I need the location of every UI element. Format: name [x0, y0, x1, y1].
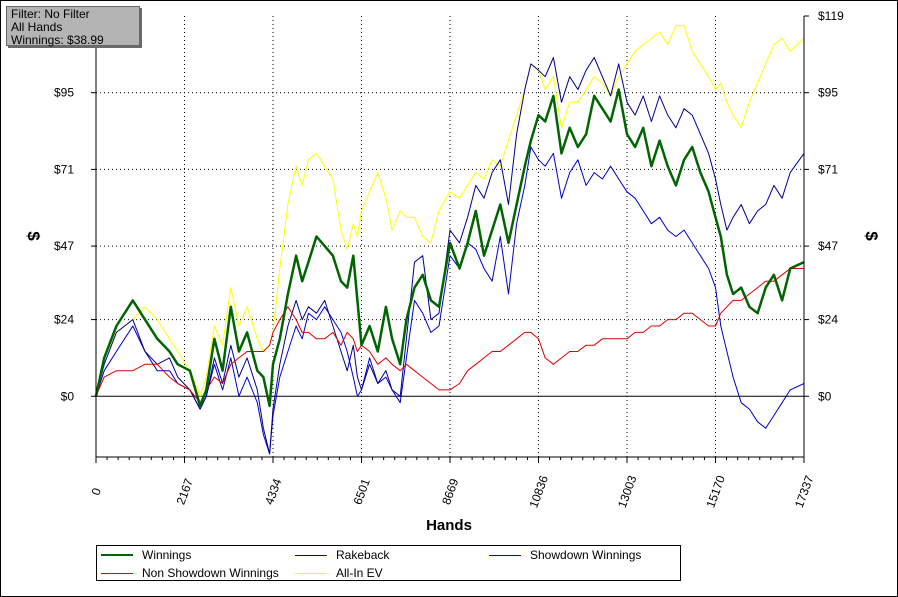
legend-swatch-winnings	[101, 554, 133, 556]
legend-item-rakeback: Rakeback	[295, 547, 389, 563]
y-tick-label-left: $95	[54, 86, 74, 100]
series-line-showdown-winnings	[95, 146, 805, 455]
legend-label: Non Showdown Winnings	[142, 566, 279, 580]
grid-layer	[96, 16, 804, 457]
x-tick-label: 17337	[792, 473, 817, 509]
filter-info-box: Filter: No Filter All Hands Winnings: $3…	[6, 6, 140, 47]
y-axis-title-left: $	[24, 231, 43, 241]
y-tick-label-right: $95	[818, 86, 838, 100]
legend: Winnings Rakeback Showdown Winnings Non …	[96, 545, 681, 581]
series-line-rakeback	[95, 57, 805, 455]
y-tick-label-right: $119	[818, 9, 844, 23]
x-tick-label: 15170	[703, 473, 728, 509]
x-tick-label: 6501	[351, 476, 373, 506]
y-tick-label-right: $0	[818, 389, 832, 403]
x-tick-label: 10836	[526, 473, 551, 509]
legend-swatch-non-showdown	[101, 572, 133, 574]
legend-item-showdown: Showdown Winnings	[489, 547, 641, 563]
x-tick-label: 8669	[439, 476, 461, 506]
y-tick-label-right: $71	[818, 162, 838, 176]
y-tick-label-right: $24	[818, 313, 838, 327]
legend-label: Rakeback	[336, 548, 390, 562]
winnings-line: Winnings: $38.99	[11, 33, 104, 47]
legend-label: All-In EV	[336, 566, 383, 580]
legend-swatch-showdown	[489, 554, 521, 556]
series-line-non-showdown-winnings	[95, 268, 804, 404]
legend-swatch-rakeback	[295, 554, 327, 556]
y-tick-label-left: $47	[54, 239, 74, 253]
x-tick-label: 0	[89, 486, 105, 497]
legend-item-allin-ev: All-In EV	[295, 565, 383, 581]
hands-line: All Hands	[11, 20, 63, 34]
y-tick-label-left: $0	[61, 389, 75, 403]
legend-label: Showdown Winnings	[530, 548, 642, 562]
y-tick-label-right: $47	[818, 239, 838, 253]
x-tick-label: 4334	[262, 476, 284, 506]
series-line-all-in-ev	[95, 25, 805, 397]
legend-item-non-showdown: Non Showdown Winnings	[101, 565, 279, 581]
x-tick-label: 2167	[174, 476, 196, 506]
series-line-winnings	[94, 88, 805, 408]
y-tick-label-left: $24	[54, 313, 74, 327]
series-layer	[94, 25, 805, 455]
x-axis-title: Hands	[426, 517, 472, 534]
y-tick-label-left: $71	[54, 162, 74, 176]
legend-label: Winnings	[142, 548, 192, 562]
filter-line: Filter: No Filter	[11, 7, 90, 21]
legend-item-winnings: Winnings	[101, 547, 191, 563]
legend-swatch-allin-ev	[295, 572, 327, 574]
y-axis-title-right: $	[862, 231, 881, 241]
x-tick-label: 13003	[615, 473, 640, 509]
